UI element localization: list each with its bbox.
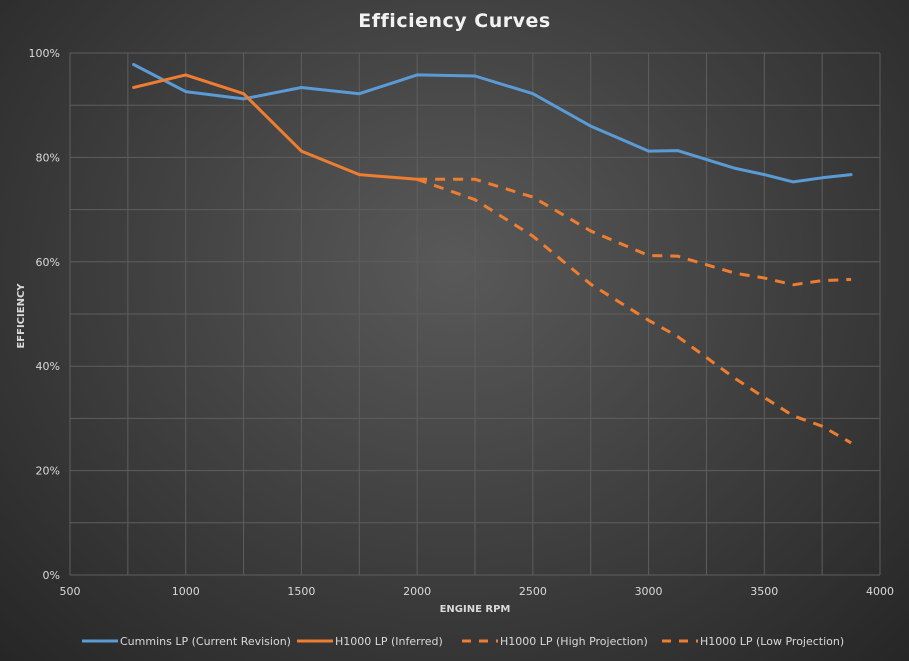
y-axis-ticks: 0% 20% 40% 60% 80% 100%	[29, 47, 60, 582]
legend-label: Cummins LP (Current Revision)	[120, 635, 291, 648]
legend-label: H1000 LP (Inferred)	[335, 635, 443, 648]
x-tick-label: 3000	[635, 585, 663, 598]
y-tick-label: 80%	[36, 151, 60, 164]
x-tick-label: 2500	[519, 585, 547, 598]
x-tick-label: 1500	[287, 585, 315, 598]
y-tick-label: 20%	[36, 465, 60, 478]
chart-title: Efficiency Curves	[358, 10, 551, 32]
x-tick-label: 3500	[750, 585, 778, 598]
y-tick-label: 100%	[29, 47, 60, 60]
legend-label: H1000 LP (High Projection)	[500, 635, 648, 648]
y-tick-label: 40%	[36, 360, 60, 373]
x-tick-label: 4000	[866, 585, 894, 598]
y-tick-label: 0%	[43, 569, 60, 582]
series-line-4	[416, 177, 852, 445]
x-axis-title: ENGINE RPM	[440, 604, 511, 615]
legend-label: H1000 LP (Low Projection)	[700, 635, 844, 648]
series-line-3	[417, 177, 852, 287]
x-tick-label: 2000	[403, 585, 431, 598]
series-lines	[132, 63, 853, 445]
x-axis-ticks: 500 1000 1500 2000 2500 3000 3500 4000	[60, 585, 895, 598]
series-line-1	[132, 63, 853, 184]
x-tick-label: 500	[60, 585, 81, 598]
legend: Cummins LP (Current Revision) H1000 LP (I…	[82, 635, 844, 648]
series-line-2	[132, 73, 419, 181]
y-axis-title: EFFICIENCY	[16, 283, 27, 349]
x-tick-label: 1000	[172, 585, 200, 598]
y-tick-label: 60%	[36, 256, 60, 269]
gridlines	[69, 52, 881, 576]
